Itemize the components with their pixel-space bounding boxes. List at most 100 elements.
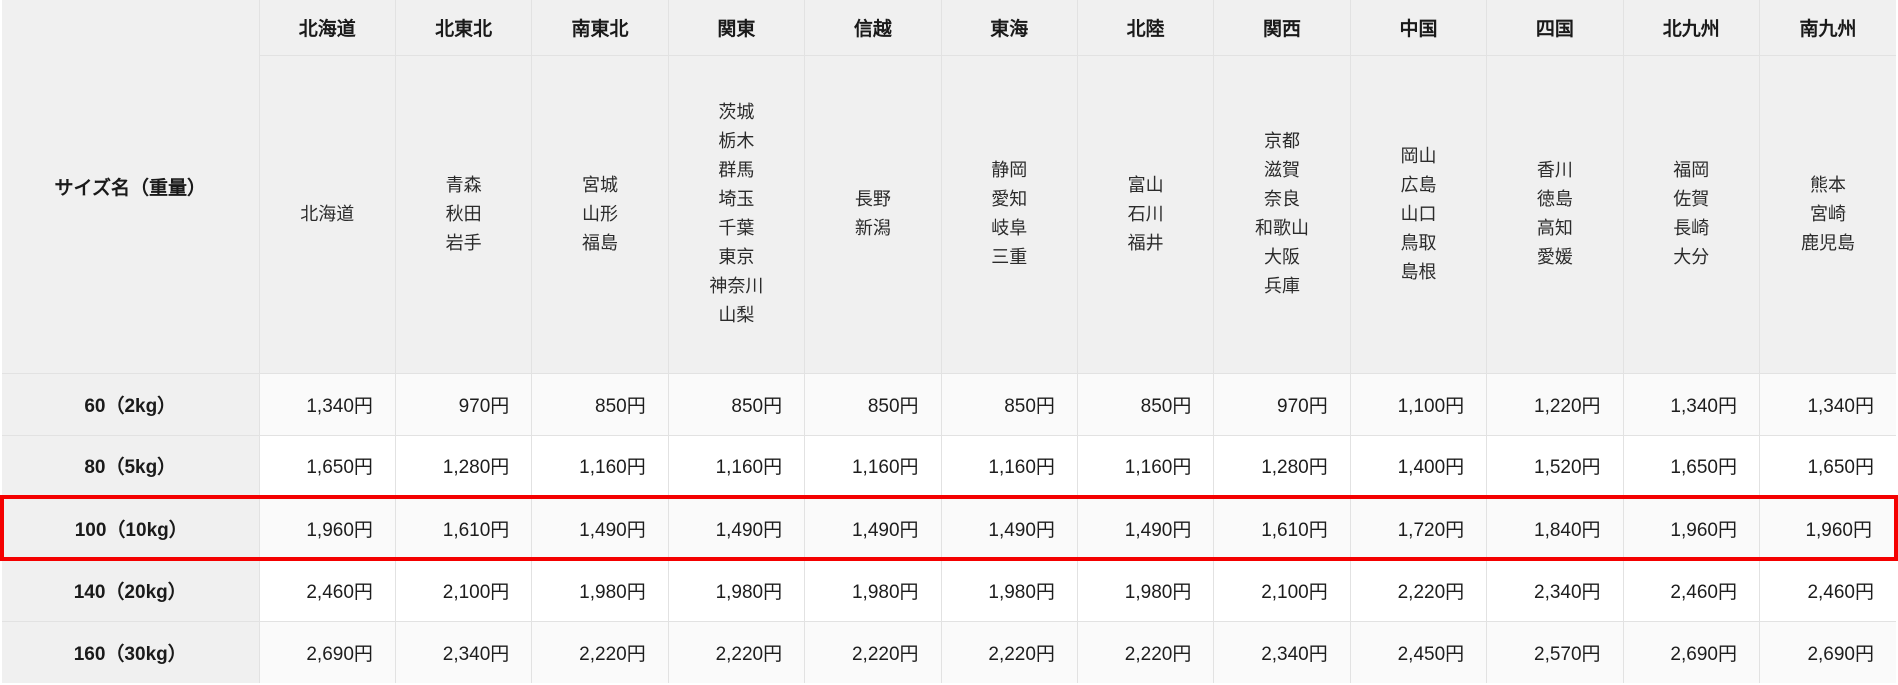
price-cell: 1,610円 (394, 495, 533, 561)
prefecture-name: 滋賀 (1264, 160, 1301, 180)
price-cell: 1,160円 (1076, 434, 1215, 498)
prefecture-name: 広島 (1400, 174, 1437, 195)
prefecture-list-11: 福岡 佐賀 長崎 大分 (1622, 54, 1760, 374)
prefecture-name: 島根 (1400, 261, 1437, 282)
region-header-6: 東海 (940, 0, 1078, 56)
table-header: サイズ名（重量） 北海道 北東北 南東北 関東 信越 東海 北陸 関西 中国 四国 北九州 南九州 北海道… (2, 0, 1896, 374)
price-cell: 2,340円 (394, 620, 533, 683)
region-header-12: 南九州 (1758, 0, 1896, 56)
prefecture-list-4: 茨城 栃木 群馬 埼玉 千葉 東京 神奈川 山梨 (667, 54, 806, 374)
price-cell: 970円 (394, 372, 533, 436)
prefecture-row: 北海道 青森 秋田 岩手 宮城 山形 福島 茨城 栃木 群馬 埼玉 千葉 東京 神奈川 山梨 長野 新潟 静岡 愛知… (2, 54, 1896, 374)
region-header-3: 南東北 (531, 0, 669, 56)
prefecture-name: 新潟 (854, 218, 891, 238)
price-cell: 2,570円 (1486, 620, 1624, 683)
prefecture-name: 茨城 (718, 102, 755, 122)
prefecture-name: 福井 (1127, 232, 1164, 253)
price-cell: 1,980円 (531, 558, 669, 622)
prefecture-name: 岡山 (1400, 145, 1437, 166)
prefecture-name: 北海道 (300, 203, 355, 224)
price-cell: 1,340円 (1758, 372, 1896, 436)
size-label: 100（10kg） (0, 495, 260, 561)
size-label: 160（30kg） (2, 620, 260, 683)
prefecture-name: 秋田 (445, 203, 482, 224)
region-header-9: 中国 (1349, 0, 1488, 56)
highlighted-row: 100（10kg） 1,960円 1,610円 1,490円 1,490円 1,490円 1… (0, 495, 1898, 561)
price-cell: 1,490円 (1076, 495, 1215, 561)
price-cell: 2,460円 (258, 558, 396, 622)
prefecture-name: 群馬 (718, 160, 755, 180)
price-cell: 1,220円 (1486, 372, 1624, 436)
region-header-8: 関西 (1213, 0, 1351, 56)
prefecture-list-6: 静岡 愛知 岐阜 三重 (940, 54, 1078, 374)
price-cell: 1,980円 (667, 558, 806, 622)
price-cell: 1,650円 (1758, 434, 1896, 498)
prefecture-name: 東京 (718, 247, 755, 267)
price-cell: 1,610円 (1213, 495, 1351, 561)
prefecture-name: 鹿児島 (1800, 232, 1855, 253)
region-header-5: 信越 (804, 0, 942, 56)
price-cell: 2,690円 (1622, 620, 1760, 683)
price-cell: 850円 (804, 372, 942, 436)
prefecture-name: 千葉 (718, 218, 755, 238)
region-header-7: 北陸 (1076, 0, 1215, 56)
price-cell: 1,960円 (1758, 495, 1898, 561)
prefecture-name: 岐阜 (991, 218, 1028, 238)
prefecture-name: 埼玉 (718, 189, 755, 209)
prefecture-name: 高知 (1536, 218, 1573, 238)
prefecture-name: 山梨 (718, 305, 755, 325)
price-cell: 2,220円 (804, 620, 942, 683)
price-cell: 1,960円 (258, 495, 396, 561)
prefecture-list-5: 長野 新潟 (804, 54, 942, 374)
prefecture-name: 奈良 (1264, 189, 1301, 209)
prefecture-name: 宮城 (582, 174, 619, 195)
prefecture-name: 福岡 (1673, 160, 1710, 180)
table-row: 140（20kg） 2,460円 2,100円 1,980円 1,980円 1,980円 1… (2, 558, 1896, 622)
size-label: 80（5kg） (2, 434, 260, 498)
prefecture-list-3: 宮城 山形 福島 (531, 54, 669, 374)
price-cell: 1,160円 (940, 434, 1078, 498)
region-header-1: 北海道 (258, 0, 396, 56)
prefecture-name: 熊本 (1809, 174, 1846, 195)
price-cell: 2,460円 (1758, 558, 1896, 622)
price-cell: 1,720円 (1349, 495, 1488, 561)
prefecture-list-12: 熊本 宮崎 鹿児島 (1758, 54, 1896, 374)
region-header-2: 北東北 (394, 0, 533, 56)
prefecture-name: 大分 (1673, 247, 1710, 267)
price-cell: 1,400円 (1349, 434, 1488, 498)
prefecture-name: 徳島 (1536, 189, 1573, 209)
prefecture-name: 神奈川 (709, 276, 764, 296)
price-cell: 2,340円 (1486, 558, 1624, 622)
price-cell: 1,650円 (1622, 434, 1760, 498)
prefecture-name: 大阪 (1264, 247, 1301, 267)
table-row: 60（2kg） 1,340円 970円 850円 850円 850円 850円 850円 970… (2, 372, 1896, 436)
price-cell: 1,100円 (1349, 372, 1488, 436)
price-cell: 1,340円 (1622, 372, 1760, 436)
price-cell: 2,690円 (258, 620, 396, 683)
prefecture-list-1: 北海道 (259, 54, 396, 374)
table-row: 80（5kg） 1,650円 1,280円 1,160円 1,160円 1,160円 1,1… (2, 434, 1896, 498)
price-cell: 1,960円 (1622, 495, 1760, 561)
price-cell: 1,490円 (531, 495, 669, 561)
price-cell: 2,220円 (531, 620, 669, 683)
region-header-4: 関東 (667, 0, 806, 56)
region-header-10: 四国 (1486, 0, 1624, 56)
price-cell: 1,980円 (804, 558, 942, 622)
prefecture-name: 鳥取 (1400, 232, 1437, 253)
prefecture-name: 宮崎 (1809, 203, 1846, 224)
prefecture-name: 長野 (854, 189, 891, 209)
size-label: 140（20kg） (2, 558, 260, 622)
price-cell: 1,840円 (1486, 495, 1624, 561)
price-cell: 2,100円 (1213, 558, 1351, 622)
price-cell: 1,980円 (1076, 558, 1215, 622)
prefecture-name: 兵庫 (1264, 276, 1301, 296)
price-cell: 1,490円 (804, 495, 942, 561)
prefecture-name: 和歌山 (1255, 218, 1310, 238)
prefecture-name: 富山 (1127, 174, 1164, 195)
prefecture-name: 三重 (991, 247, 1028, 267)
price-cell: 1,520円 (1486, 434, 1624, 498)
price-cell: 1,490円 (667, 495, 806, 561)
prefecture-list-8: 京都 滋賀 奈良 和歌山 大阪 兵庫 (1213, 54, 1351, 374)
